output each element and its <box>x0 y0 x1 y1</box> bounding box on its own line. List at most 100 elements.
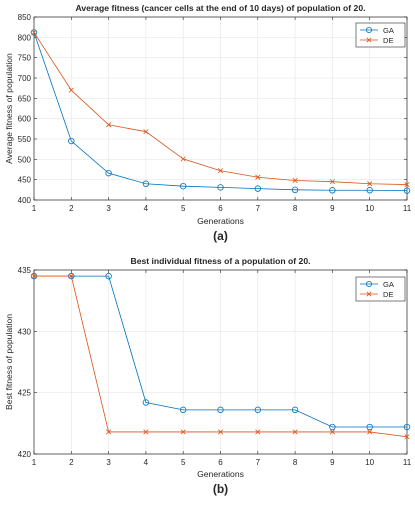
data-point-ga <box>105 169 112 177</box>
data-point-ga <box>179 182 187 190</box>
y-tick-label: 550 <box>18 135 32 144</box>
data-point-de <box>106 429 112 435</box>
data-point-ga <box>142 399 150 406</box>
panel-label: (a) <box>213 229 228 243</box>
data-point-ga <box>142 180 150 187</box>
x-tick-label: 4 <box>144 458 149 467</box>
data-point-de <box>329 429 335 435</box>
y-tick-label: 800 <box>18 33 32 42</box>
x-tick-label: 11 <box>403 458 412 467</box>
x-tick-label: 10 <box>365 204 374 213</box>
panel-label: (b) <box>213 482 228 496</box>
data-point-de <box>329 179 335 185</box>
y-axis-label: Best fitness of population <box>4 314 14 410</box>
x-tick-label: 4 <box>144 204 149 213</box>
y-tick-label: 420 <box>18 450 32 459</box>
x-axis-label: Generations <box>197 216 244 226</box>
x-tick-label: 7 <box>256 204 261 213</box>
x-axis-label: Generations <box>197 469 244 479</box>
data-point-ga <box>366 187 373 194</box>
data-point-de <box>404 181 410 188</box>
data-point-de <box>180 429 186 435</box>
x-tick-label: 9 <box>330 458 335 467</box>
chart-panel-2: 1 2 3 4 5 6 7 8 9 10 11 420 425 430 435 Best individual… <box>4 256 412 496</box>
data-point-ga <box>329 423 336 431</box>
data-point-de <box>31 273 37 279</box>
y-tick-label: 850 <box>18 13 32 22</box>
legend-label-ga: GA <box>383 26 395 35</box>
x-tick-label: 1 <box>32 204 37 213</box>
x-tick-label: 2 <box>69 458 74 467</box>
y-tick-label: 430 <box>18 327 32 336</box>
x-tick-label: 5 <box>181 204 186 213</box>
data-point-de <box>404 434 410 440</box>
data-point-de <box>292 177 298 184</box>
y-tick-label: 450 <box>18 176 32 185</box>
y-tick-label: 400 <box>18 196 32 205</box>
legend-label-ga: GA <box>383 280 395 289</box>
data-point-ga <box>291 406 299 414</box>
legend-label-de: DE <box>383 36 394 45</box>
y-tick-label: 435 <box>18 266 32 275</box>
x-tick-label: 3 <box>106 204 111 213</box>
legend-box <box>355 276 406 302</box>
data-point-de <box>106 122 112 128</box>
y-tick-label: 600 <box>18 115 32 124</box>
x-tick-label: 6 <box>218 458 223 467</box>
legend-marker-ga <box>365 280 372 287</box>
legend-label-de: DE <box>383 290 394 299</box>
y-tick-label: 425 <box>18 389 32 398</box>
chart-panel-1: 1 2 3 4 5 6 7 8 9 10 11 400 450 500 550 600 650 700 750 800… <box>4 3 412 243</box>
data-point-ga <box>329 187 336 194</box>
data-point-de <box>143 429 149 435</box>
x-tick-label: 11 <box>403 204 412 213</box>
legend-marker-de <box>366 37 372 43</box>
data-point-ga <box>217 184 224 191</box>
series-line-ga <box>33 32 408 192</box>
data-point-ga <box>291 186 299 194</box>
data-point-ga <box>403 423 411 431</box>
x-tick-label: 8 <box>293 458 298 467</box>
legend-marker-ga <box>365 26 372 33</box>
data-point-ga <box>403 187 411 194</box>
y-axis-label: Average fitness of population <box>4 53 14 164</box>
x-tick-label: 3 <box>106 458 111 467</box>
x-tick-label: 8 <box>293 204 298 213</box>
data-point-de <box>367 181 373 187</box>
x-tick-label: 5 <box>181 458 186 467</box>
x-tick-label: 6 <box>218 204 223 213</box>
data-point-de <box>367 429 373 435</box>
data-point-ga <box>217 406 224 414</box>
x-tick-label: 1 <box>32 458 37 467</box>
data-point-de <box>143 129 149 135</box>
chart-title: Best individual fitness of a population … <box>130 256 310 266</box>
y-tick-label: 750 <box>18 54 32 63</box>
data-point-de <box>217 168 224 174</box>
data-point-ga <box>179 406 187 414</box>
data-point-de <box>292 429 298 435</box>
data-point-de <box>255 429 261 435</box>
data-point-ga <box>105 272 112 280</box>
y-tick-label: 500 <box>18 155 32 164</box>
legend-box <box>355 22 406 48</box>
data-point-ga <box>366 423 373 431</box>
data-point-ga <box>30 29 38 36</box>
data-point-ga <box>68 137 75 145</box>
data-point-de <box>31 29 37 36</box>
data-point-de <box>217 429 224 435</box>
data-point-ga <box>254 185 261 192</box>
chart-title: Average fitness (cancer cells at the end… <box>75 3 365 13</box>
y-tick-label: 700 <box>18 74 32 83</box>
series-line-ga <box>34 275 407 428</box>
legend-marker-de <box>366 291 372 297</box>
data-point-ga <box>254 406 261 414</box>
x-tick-label: 2 <box>69 204 74 213</box>
data-point-de <box>68 273 74 279</box>
data-point-de <box>255 174 261 180</box>
x-tick-label: 10 <box>365 458 374 467</box>
data-point-de <box>180 156 186 162</box>
x-tick-label: 7 <box>256 458 261 467</box>
